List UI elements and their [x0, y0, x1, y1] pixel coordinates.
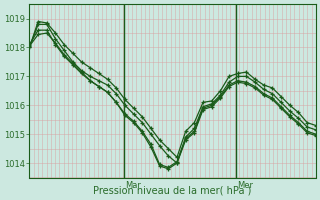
- Text: Mer: Mer: [237, 181, 253, 190]
- X-axis label: Pression niveau de la mer( hPa ): Pression niveau de la mer( hPa ): [93, 186, 252, 196]
- Text: Mar: Mar: [125, 181, 141, 190]
